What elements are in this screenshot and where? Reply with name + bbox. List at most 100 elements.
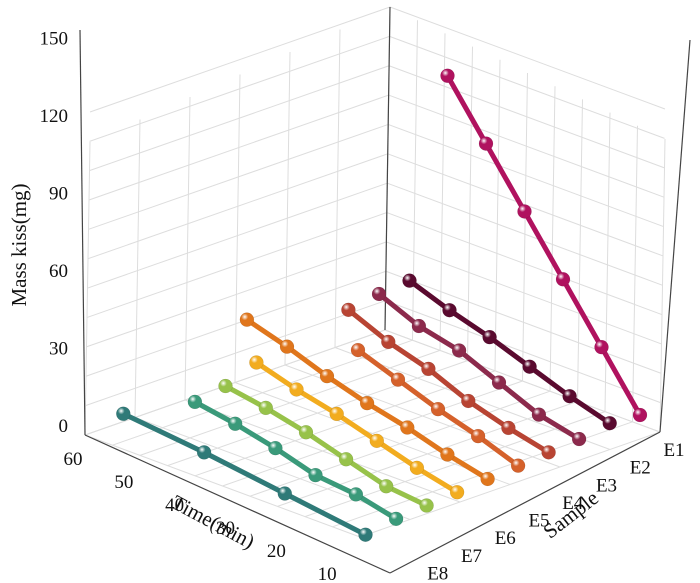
left-wall-gridline xyxy=(88,94,389,201)
data-point xyxy=(419,498,434,513)
data-point xyxy=(430,401,446,417)
right-wall-gridline xyxy=(522,72,528,382)
x-axis-label: Time(min) xyxy=(168,490,259,554)
data-point xyxy=(227,416,243,431)
data-point xyxy=(268,440,283,456)
data-point xyxy=(632,407,648,423)
data-point xyxy=(378,478,394,494)
sample-tick-label: E1 xyxy=(663,440,684,461)
left-wall-gridline xyxy=(85,270,387,377)
right-wall-gridline xyxy=(632,125,638,422)
series-E9 xyxy=(187,394,404,527)
left-wall-gridline xyxy=(87,153,388,260)
floor-gridline xyxy=(277,400,578,507)
data-point xyxy=(381,334,396,350)
sample-tick-label: E4 xyxy=(562,493,584,514)
left-wall-gridline xyxy=(86,212,387,319)
series-E7 xyxy=(249,355,465,500)
data-point xyxy=(359,395,375,411)
series-E6 xyxy=(239,312,495,487)
data-point xyxy=(501,420,516,436)
series-E1 xyxy=(440,68,648,423)
right-wall-gridline xyxy=(659,138,666,433)
y-tick-label: 30 xyxy=(49,339,68,360)
data-point xyxy=(239,312,255,327)
x-tick-label: 20 xyxy=(267,541,286,562)
left-vertical-edge xyxy=(79,29,86,436)
data-point xyxy=(451,343,467,358)
x-tick-label: 10 xyxy=(318,564,337,583)
data-point xyxy=(341,302,356,318)
sample-axis-line xyxy=(389,431,661,574)
data-point xyxy=(555,272,571,287)
y-tick-label: 0 xyxy=(59,416,69,437)
left-wall-gridline xyxy=(184,96,191,401)
data-point xyxy=(116,406,131,422)
right-wall-gridline xyxy=(549,86,556,392)
left-wall-gridline xyxy=(86,241,387,348)
floor-gridline xyxy=(359,431,661,538)
data-point xyxy=(308,467,323,483)
frame-layer xyxy=(79,6,691,574)
data-point xyxy=(517,204,532,219)
left-wall-gridline xyxy=(134,119,141,418)
floor-gridline xyxy=(249,390,551,497)
series-E5 xyxy=(350,342,526,473)
data-point xyxy=(402,273,417,288)
data-point xyxy=(348,487,364,502)
data-point xyxy=(369,433,385,449)
left-wall-gridline xyxy=(85,300,386,407)
series-layer xyxy=(116,68,648,542)
x-tick-label: 60 xyxy=(64,449,83,470)
data-point xyxy=(421,361,436,377)
data-point xyxy=(602,415,617,431)
data-point xyxy=(480,471,495,487)
sample-tick-label: E8 xyxy=(427,563,448,583)
series-line xyxy=(445,73,643,418)
data-point xyxy=(390,372,406,387)
data-point xyxy=(411,318,427,334)
right-wall-gridline xyxy=(386,212,662,316)
series-line xyxy=(253,360,460,495)
y-axis-label: Mass kiss(mg) xyxy=(7,183,31,306)
time-axis-line xyxy=(84,434,391,574)
data-point xyxy=(461,393,476,409)
data-point xyxy=(196,445,212,460)
right-vertical-edge xyxy=(659,39,691,433)
data-point xyxy=(371,286,387,302)
data-point xyxy=(319,368,335,384)
left-wall-gridline xyxy=(284,51,291,366)
series-line xyxy=(223,383,430,509)
data-point xyxy=(478,136,494,151)
data-point xyxy=(491,375,507,390)
right-wall-gridline xyxy=(385,300,661,404)
data-point xyxy=(338,452,354,467)
series-line xyxy=(407,278,613,426)
data-point xyxy=(388,511,404,527)
right-wall-gridline xyxy=(494,59,501,371)
right-wall-gridline xyxy=(389,6,666,110)
data-point xyxy=(218,378,233,394)
floor-gridline xyxy=(112,339,413,446)
data-point xyxy=(258,400,274,416)
data-point xyxy=(440,68,455,83)
data-point xyxy=(289,382,304,397)
data-point xyxy=(440,447,455,462)
series-line xyxy=(376,291,582,442)
data-point xyxy=(482,329,497,345)
right-wall-gridline xyxy=(412,20,418,341)
floor-gridline xyxy=(167,360,468,467)
data-point xyxy=(187,394,203,410)
sample-tick-label: E7 xyxy=(461,546,482,567)
data-point xyxy=(470,428,486,444)
y-tick-label: 90 xyxy=(49,184,68,205)
data-point xyxy=(571,431,587,447)
tick-layer: 03060901201506050403020100E1E2E3E4E5E6E7… xyxy=(40,29,685,583)
left-wall-gridline xyxy=(234,74,241,383)
left-wall-gridline xyxy=(88,123,389,230)
series-E2 xyxy=(402,273,617,431)
right-wall-gridline xyxy=(386,241,662,345)
series-line xyxy=(345,307,552,455)
